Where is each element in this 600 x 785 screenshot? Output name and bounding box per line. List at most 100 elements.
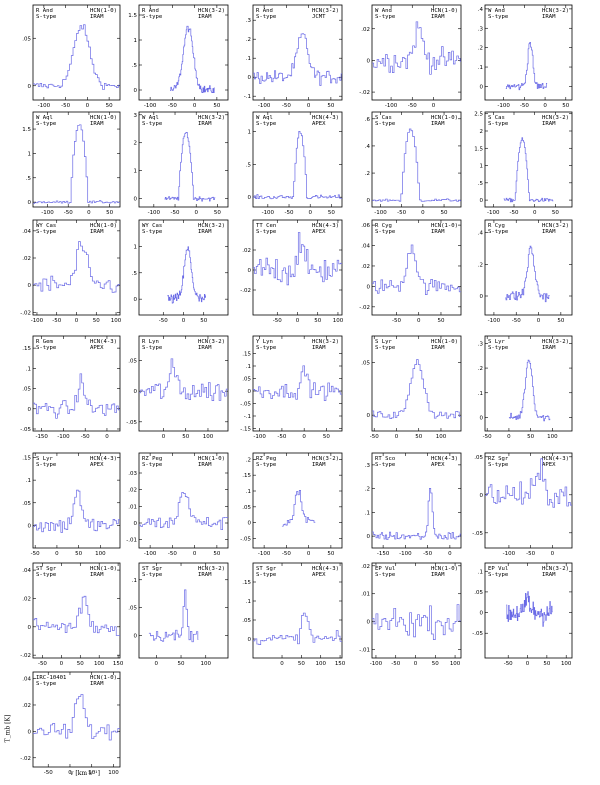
panel-14-star-name: R Cyg <box>375 223 392 229</box>
panel-9-xtick-label: 0 <box>421 210 425 216</box>
panel-5-frame <box>484 4 573 101</box>
panel-19-ytick-label: .05 <box>361 360 370 366</box>
panel-26-xtick-label: 50 <box>77 661 84 667</box>
panel-31-telescope: IRAM <box>90 681 104 687</box>
panel-16-star-class: S-type <box>36 345 57 351</box>
panel-25-spectrum <box>485 458 572 508</box>
panel-1-frame <box>32 4 121 101</box>
panel-14-frame <box>371 219 462 316</box>
panel-26-xtick-label: -50 <box>38 661 47 667</box>
panel-14-line-name: HCN(1-0) <box>431 223 458 229</box>
panel-4-line-name: HCN(1-0) <box>431 8 458 14</box>
panel-8-ytick-label: .5 <box>246 162 252 168</box>
panel-10-ytick-label: 2 <box>480 129 484 135</box>
panel-23-telescope: IRAM <box>312 462 326 468</box>
panel-25-ytick-label: -.05 <box>472 531 483 537</box>
panel-29-line-name: HCN(1-0) <box>431 566 458 572</box>
panel-21-telescope: APEX <box>90 462 104 468</box>
panel-31-line-name: HCN(1-0) <box>90 675 117 681</box>
panel-21-ytick-label: .05 <box>22 501 31 507</box>
panel-26-ytick-label: .04 <box>22 568 31 574</box>
panel-27-frame <box>138 562 229 659</box>
panel-17-telescope: IRAM <box>198 345 212 351</box>
panel-8-xtick-label: 0 <box>308 210 312 216</box>
panel-7-star-class: S-type <box>142 121 163 127</box>
panel-25-ytick-label: .05 <box>474 455 483 461</box>
panel-7-xtick-label: -100 <box>148 210 161 216</box>
panel-20-xtick-label: -50 <box>483 434 492 440</box>
panel-30-ytick-label: 0 <box>480 611 484 617</box>
panel-15-frame <box>484 219 573 316</box>
panel-12-ytick-label: .5 <box>132 271 138 277</box>
panel-13-xtick-label: 0 <box>296 318 300 324</box>
panel-18-xtick-label: -50 <box>277 434 286 440</box>
panel-8-xtick-label: -100 <box>262 210 275 216</box>
panel-29-xtick-label: 50 <box>432 661 439 667</box>
panel-23-ytick-label: -.05 <box>240 537 251 543</box>
panel-15-star-class: S-type <box>488 229 509 235</box>
panel-16-xtick-label: -100 <box>57 434 70 440</box>
panel-11-line-name: HCN(1-0) <box>90 223 117 229</box>
panel-30-telescope: IRAM <box>542 572 556 578</box>
panel-16-telescope: APEX <box>90 345 104 351</box>
panel-3-ytick-label: -.1 <box>244 94 251 100</box>
panel-17-xtick-label: 0 <box>162 434 166 440</box>
panel-3-ytick-label: .2 <box>246 37 251 43</box>
panel-15-xtick-label: 0 <box>537 318 541 324</box>
panel-19-xtick-label: 50 <box>415 434 422 440</box>
panel-7-star-name: W Aql <box>142 115 159 121</box>
panel-21-xtick-label: 0 <box>55 551 59 557</box>
panel-5-ytick-label: .4 <box>478 7 484 13</box>
panel-18-xtick-label: 0 <box>302 434 306 440</box>
panel-6-xtick-label: 50 <box>106 210 113 216</box>
panel-30-star-class: S-type <box>488 572 509 578</box>
panel-5-xtick-label: 0 <box>543 103 547 109</box>
panel-18-xtick-label: -100 <box>253 434 266 440</box>
panel-8-telescope: APEX <box>312 121 326 127</box>
panel-1-telescope: IRAM <box>90 14 104 20</box>
panel-23-xtick-label: 50 <box>327 551 334 557</box>
panel-12-telescope: IRAM <box>198 229 212 235</box>
panel-23-xtick-label: -50 <box>282 551 291 557</box>
panel-22-star-class: S-type <box>142 462 163 468</box>
panel-14-star-class: S-type <box>375 229 396 235</box>
panel-30-ytick-label: -.05 <box>472 631 483 637</box>
panel-17-star-name: R Lyn <box>142 339 159 345</box>
panel-7-telescope: IRAM <box>198 121 212 127</box>
panel-18-spectrum <box>253 365 342 401</box>
panel-19-spectrum <box>372 359 461 419</box>
panel-9-spectrum <box>372 128 461 202</box>
panel-20-line-name: HCN(3-2) <box>542 339 569 345</box>
panel-14-xtick-label: -50 <box>392 318 401 324</box>
panel-20-telescope: IRAM <box>542 345 556 351</box>
panel-2-spectrum <box>170 25 215 94</box>
panel-2-telescope: IRAM <box>198 14 212 20</box>
panel-18-telescope: IRAM <box>312 345 326 351</box>
panel-6-xtick-label: -100 <box>41 210 54 216</box>
panel-20-ytick-label: .3 <box>478 341 484 347</box>
panel-12-spectrum <box>167 246 206 304</box>
panel-26-xtick-label: 150 <box>113 661 124 667</box>
panel-21-line-name: HCN(4-3) <box>90 456 117 462</box>
panel-25-frame <box>484 452 573 549</box>
panel-19-star-name: S Lyr <box>375 339 392 345</box>
panel-20-xtick-label: 0 <box>507 434 511 440</box>
panel-4-telescope: IRAM <box>431 14 445 20</box>
panel-3-ytick-label: .3 <box>246 18 252 24</box>
panel-22-spectrum <box>139 492 228 531</box>
panel-4-star-name: W And <box>375 8 392 14</box>
panel-28-star-class: S-type <box>256 572 277 578</box>
panel-11-xtick-label: 50 <box>93 318 100 324</box>
panel-13-ytick-label: .02 <box>242 248 251 254</box>
panel-11-star-class: S-type <box>36 229 57 235</box>
panel-11-ytick-label: .04 <box>22 229 31 235</box>
panel-21-star-class: S-type <box>36 462 57 468</box>
panel-18-frame <box>252 335 343 432</box>
panel-19-xtick-label: 100 <box>436 434 447 440</box>
panel-24-xtick-label: -150 <box>377 551 390 557</box>
panel-24-ytick-label: .1 <box>365 510 370 516</box>
panel-19-xtick-label: 0 <box>395 434 399 440</box>
panel-24-xtick-label: 0 <box>448 551 452 557</box>
panel-9-xtick-label: 50 <box>441 210 448 216</box>
panel-9-ytick-label: .4 <box>365 144 371 150</box>
